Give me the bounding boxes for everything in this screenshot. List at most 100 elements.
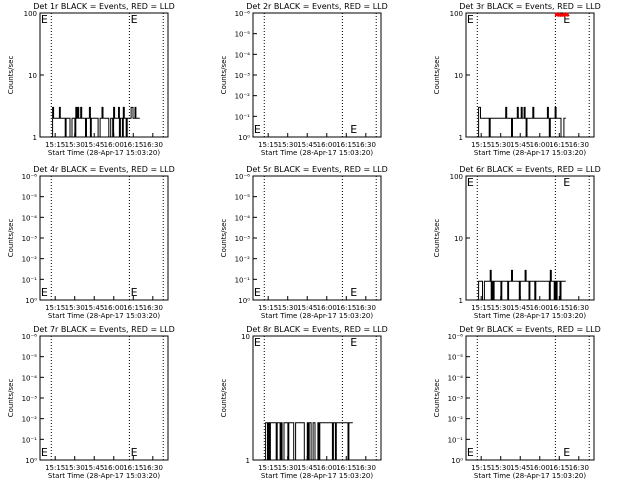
panel-title: Det 5r BLACK = Events, RED = LLD (246, 165, 388, 174)
x-tick-label: 16:15 (123, 464, 143, 472)
x-tick-label: 16:00 (530, 141, 550, 149)
y-tick-label: 10⁻⁴ (235, 214, 251, 222)
y-tick-label: 10⁻³ (448, 395, 464, 403)
lld-series-line (554, 12, 569, 17)
panel-title: Det 6r BLACK = Events, RED = LLD (459, 165, 601, 174)
panel-title: Det 9r BLACK = Events, RED = LLD (459, 325, 601, 334)
x-tick-label: 16:30 (143, 141, 163, 149)
x-tick-label: 16:15 (336, 464, 356, 472)
x-tick-label: 15:45 (84, 304, 104, 312)
x-tick-label: 15:15 (258, 304, 278, 312)
events-series-line (265, 422, 353, 461)
y-tick-label: 10⁻⁶ (448, 333, 464, 341)
x-tick-label: 16:00 (317, 304, 337, 312)
y-tick-label: 10⁰ (238, 134, 250, 142)
panel-9: Det 9r BLACK = Events, RED = LLD Counts/s… (433, 325, 601, 480)
y-tick-label: 10⁻⁵ (235, 31, 251, 39)
y-axis-label: Counts/sec (433, 219, 441, 258)
panel-4: Det 4r BLACK = Events, RED = LLD Counts/s… (7, 165, 175, 320)
x-tick-label: 16:30 (143, 304, 163, 312)
event-marker: E (350, 336, 357, 349)
x-tick-label: 16:15 (123, 304, 143, 312)
events-series-line (478, 269, 566, 301)
x-tick-label: 16:15 (549, 304, 569, 312)
x-tick-label: 16:00 (530, 304, 550, 312)
event-marker: E (467, 13, 474, 26)
x-axis-label: Start Time (28-Apr-17 15:03:20) (261, 472, 373, 480)
event-marker: E (563, 176, 570, 189)
y-tick-label: 1 (459, 297, 463, 305)
x-tick-label: 16:15 (336, 304, 356, 312)
event-marker: E (254, 123, 261, 136)
y-tick-label: 10⁻³ (22, 235, 38, 243)
x-axis-label: Start Time (28-Apr-17 15:03:20) (48, 149, 160, 157)
x-tick-label: 16:30 (569, 141, 589, 149)
y-tick-label: 10⁻⁶ (22, 333, 38, 341)
plot-frame (252, 335, 382, 461)
y-tick-label: 10⁻³ (22, 395, 38, 403)
x-tick-label: 15:30 (491, 464, 511, 472)
y-tick-label: 10⁻² (448, 416, 464, 424)
y-tick-label: 10⁻⁶ (22, 173, 38, 181)
y-axis-label: Counts/sec (7, 219, 15, 258)
event-marker: E (41, 446, 48, 459)
y-tick-label: 10⁻⁴ (235, 51, 251, 59)
x-tick-label: 15:15 (471, 141, 491, 149)
x-tick-label: 16:15 (549, 141, 569, 149)
y-tick-label: 10⁻³ (235, 72, 251, 80)
x-tick-label: 15:45 (84, 141, 104, 149)
x-tick-label: 15:45 (297, 464, 317, 472)
event-marker: E (350, 286, 357, 299)
y-tick-label: 10⁻¹ (235, 113, 251, 121)
y-tick-label: 10⁻⁴ (448, 374, 464, 382)
y-tick-label: 10⁻³ (235, 235, 251, 243)
y-tick-label: 10 (454, 72, 463, 80)
y-tick-label: 10⁰ (238, 297, 250, 305)
panel-6: Det 6r BLACK = Events, RED = LLD Counts/s… (433, 165, 601, 320)
panel-title: Det 1r BLACK = Events, RED = LLD (33, 2, 175, 11)
x-tick-label: 15:15 (45, 464, 65, 472)
y-tick-label: 10⁻¹ (22, 436, 38, 444)
y-tick-label: 10⁻² (22, 256, 38, 264)
panel-title: Det 2r BLACK = Events, RED = LLD (246, 2, 388, 11)
x-tick-label: 15:30 (65, 464, 85, 472)
x-axis-label: Start Time (28-Apr-17 15:03:20) (48, 312, 160, 320)
panel-2: Det 2r BLACK = Events, RED = LLD Counts/s… (220, 2, 388, 157)
x-tick-label: 16:30 (356, 304, 376, 312)
event-marker: E (131, 13, 138, 26)
plot-frame (39, 175, 169, 301)
y-tick-label: 1 (459, 134, 463, 142)
y-axis-label: Counts/sec (433, 379, 441, 418)
x-tick-label: 15:30 (65, 141, 85, 149)
y-tick-label: 10⁰ (25, 297, 37, 305)
event-marker: E (41, 286, 48, 299)
y-tick-label: 10⁻⁵ (22, 194, 38, 202)
x-tick-label: 16:15 (549, 464, 569, 472)
y-axis-label: Counts/sec (7, 379, 15, 418)
y-tick-label: 10⁻¹ (22, 276, 38, 284)
x-axis-label: Start Time (28-Apr-17 15:03:20) (48, 472, 160, 480)
x-tick-label: 15:30 (491, 141, 511, 149)
x-tick-label: 16:30 (569, 304, 589, 312)
event-marker: E (131, 446, 138, 459)
y-tick-label: 10⁻⁵ (235, 194, 251, 202)
panel-title: Det 3r BLACK = Events, RED = LLD (459, 2, 601, 11)
x-tick-label: 16:00 (104, 464, 124, 472)
y-tick-label: 1 (33, 134, 37, 142)
y-tick-label: 10⁻¹ (448, 436, 464, 444)
x-tick-label: 16:30 (143, 464, 163, 472)
plot-frame (252, 175, 382, 301)
panel-7: Det 7r BLACK = Events, RED = LLD Counts/s… (7, 325, 175, 480)
panel-1: Det 1r BLACK = Events, RED = LLD Counts/s… (7, 2, 175, 157)
y-tick-label: 10 (241, 333, 250, 341)
x-tick-label: 16:00 (104, 304, 124, 312)
y-axis-label: Counts/sec (220, 219, 228, 258)
x-tick-label: 15:45 (84, 464, 104, 472)
x-tick-label: 15:30 (278, 141, 298, 149)
x-axis-label: Start Time (28-Apr-17 15:03:20) (474, 312, 586, 320)
x-tick-label: 15:15 (45, 141, 65, 149)
x-tick-label: 15:45 (297, 304, 317, 312)
x-tick-label: 15:45 (297, 141, 317, 149)
x-tick-label: 15:15 (258, 464, 278, 472)
y-tick-label: 100 (24, 10, 37, 18)
